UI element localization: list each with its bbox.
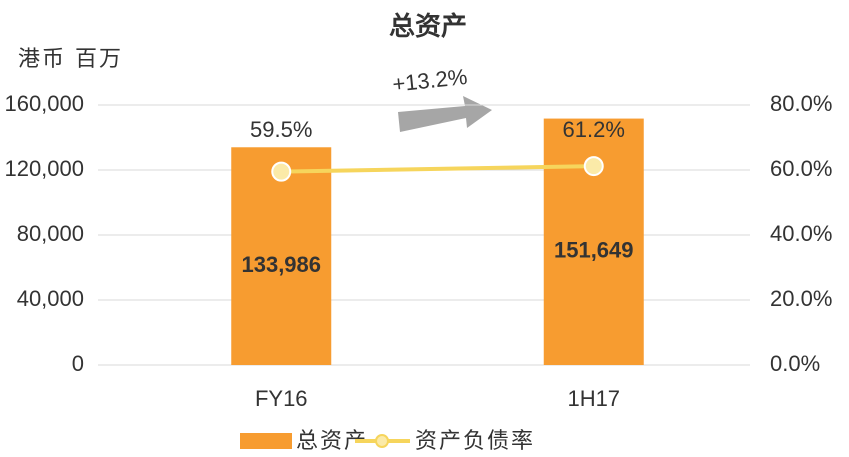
- annotation: +13.2%: [391, 64, 468, 97]
- legend-swatch: [240, 433, 292, 449]
- line-value-label: 61.2%: [563, 117, 625, 142]
- chart-title: 总资产: [389, 12, 467, 42]
- bar: [231, 147, 332, 365]
- legend-label: 总资产: [296, 429, 368, 454]
- line: [281, 164, 594, 174]
- y-axis-label: 港币 百万: [18, 47, 123, 72]
- y-tick-label: 120,000: [4, 156, 84, 181]
- y-tick-label: 0: [72, 351, 84, 376]
- y2-tick-label: 80.0%: [770, 91, 832, 116]
- y2-tick-label: 20.0%: [770, 286, 832, 311]
- arrow: [398, 96, 492, 132]
- x-tick-label: FY16: [255, 386, 308, 411]
- y-tick-label: 40,000: [17, 286, 84, 311]
- y2-tick-label: 40.0%: [770, 221, 832, 246]
- bar-value-label: 151,649: [554, 238, 634, 263]
- legend-label: 资产负债率: [415, 429, 535, 454]
- y2-tick-label: 60.0%: [770, 156, 832, 181]
- x-tick-label: 1H17: [567, 386, 620, 411]
- line-marker: [271, 161, 292, 182]
- line-value-label: 59.5%: [250, 117, 312, 142]
- legend-marker: [375, 434, 389, 448]
- line-marker: [583, 156, 604, 177]
- y2-tick-label: 0.0%: [770, 351, 820, 376]
- bar-value-label: 133,986: [241, 252, 321, 277]
- y-tick-label: 80,000: [17, 221, 84, 246]
- y-tick-label: 160,000: [4, 91, 84, 116]
